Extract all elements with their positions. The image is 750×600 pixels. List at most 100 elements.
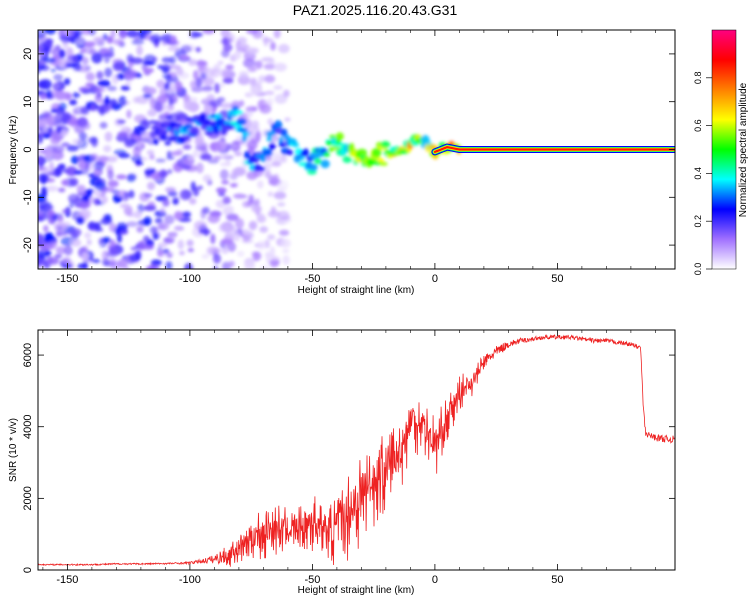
spectrogram-noise-blob <box>137 203 145 214</box>
spectrogram-noise-blob <box>104 131 113 142</box>
spectrogram-noise-blob <box>244 260 256 269</box>
spectrogram-noise-blob <box>117 153 131 159</box>
spectrogram-noise-blob <box>118 95 127 107</box>
spectrogram-noise-blob <box>81 64 91 73</box>
spectrogram-noise-blob <box>137 240 146 251</box>
spectrogram-noise-blob <box>111 74 119 85</box>
spectrogram-noise-blob <box>200 208 207 220</box>
spectrogram-noise-blob <box>101 236 112 244</box>
spectrogram-noise-blob <box>126 221 139 228</box>
spectrogram-noise-blob <box>259 264 270 269</box>
spectrogram-noise-blob <box>94 169 101 176</box>
spectrogram-noise-blob <box>61 142 70 147</box>
spectrogram-noise-blob <box>73 30 84 38</box>
spectrogram-noise-blob <box>241 228 250 236</box>
spectrogram-noise-blob <box>249 80 258 87</box>
spectrogram-noise-blob <box>97 97 104 103</box>
spectrogram-noise-blob <box>85 72 96 82</box>
spectrogram-noise-blob <box>157 94 168 104</box>
spectrogram-noise-blob <box>222 77 234 84</box>
spectrogram-noise-blob <box>69 177 79 187</box>
spectrogram-noise-blob <box>43 225 49 232</box>
spectrogram-noise-blob <box>174 110 184 118</box>
spectrogram-signal-blob <box>184 135 190 142</box>
spectrogram-noise-blob <box>238 70 249 79</box>
spectrogram-noise-blob <box>120 85 131 91</box>
spectrogram-noise-blob <box>179 189 192 201</box>
spectrogram-noise-blob <box>60 129 69 137</box>
spectrogram-noise-blob <box>146 181 156 191</box>
spectrogram-noise-blob <box>179 250 185 256</box>
spectrogram-noise-blob <box>149 119 157 125</box>
spectrogram-noise-blob <box>182 144 192 150</box>
spectrogram-noise-blob <box>108 258 116 267</box>
spectrogram-signal-blob <box>258 166 266 171</box>
spectrogram-noise-blob <box>110 30 116 39</box>
spectrogram-noise-blob <box>90 104 97 112</box>
spectrogram-noise-blob <box>98 227 104 232</box>
spectrogram-noise-blob <box>214 82 220 94</box>
spectrogram-noise-blob <box>193 220 207 231</box>
spectrogram-noise-blob <box>248 194 255 204</box>
spectrogram-noise-blob <box>182 211 192 218</box>
spectrogram-noise-blob <box>255 130 261 142</box>
snr-y-tick-label: 6000 <box>22 343 34 367</box>
spectrogram-noise-blob <box>97 79 111 88</box>
spectrogram-noise-blob <box>222 196 231 205</box>
spectrogram-signal-blob <box>309 163 318 171</box>
spectrogram-noise-blob <box>55 168 61 178</box>
spectrogram-noise-blob <box>269 259 280 266</box>
spectrogram-noise-blob <box>50 135 61 145</box>
spectrogram-signal-blob <box>307 169 317 175</box>
spectrogram-noise-blob <box>264 74 276 83</box>
spectrogram-noise-blob <box>233 193 246 199</box>
spectrogram-signal-blob <box>329 134 336 140</box>
colorbar-ticks: 0.0 0.2 0.4 0.6 0.8 <box>693 72 712 275</box>
spectrogram-noise-blob <box>143 54 157 65</box>
spectrogram-signal-blob <box>243 150 251 160</box>
spectrogram-noise-blob <box>157 222 170 231</box>
spectrogram-noise-blob <box>46 115 54 127</box>
spectrogram-noise-blob <box>160 206 166 214</box>
spectrogram-noise-blob <box>44 30 56 35</box>
spectrogram-noise-blob <box>278 43 290 54</box>
spectrogram-noise-blob <box>221 39 230 45</box>
spectrogram-noise-blob <box>115 222 129 231</box>
spectrogram-signal-blob <box>280 128 288 137</box>
spectrogram-noise-blob <box>58 102 67 111</box>
spectrogram-noise-blob <box>210 233 216 245</box>
spectrogram-x-tick-label: -150 <box>56 273 78 285</box>
spectrogram-noise-blob <box>282 255 290 266</box>
spectrogram-noise-blob <box>54 222 67 232</box>
spectrogram-noise-blob <box>38 90 45 95</box>
spectrogram-noise-blob <box>42 132 52 139</box>
spectrogram-y-ticks: -20 -10 0 10 20 <box>22 48 675 253</box>
spectrogram-signal-blob <box>162 120 171 127</box>
spectrogram-noise-blob <box>88 30 97 36</box>
spectrogram-signal-blob <box>342 156 352 163</box>
spectrogram-noise-blob <box>96 70 104 80</box>
spectrogram-signal-blob <box>241 131 250 137</box>
spectrogram-noise-blob <box>134 160 144 166</box>
spectrogram-noise-blob <box>236 36 247 45</box>
spectrogram-signal-blob <box>268 142 276 151</box>
spectrogram-noise-blob <box>277 202 286 207</box>
spectrogram-noise-blob <box>202 174 212 183</box>
spectrogram-signal-blob <box>265 130 276 136</box>
spectrogram-noise-blob <box>274 93 288 104</box>
spectrogram-noise-blob <box>38 159 44 166</box>
spectrogram-noise-blob <box>67 193 80 204</box>
spectrogram-noise-blob <box>187 155 195 162</box>
colorbar-gradient <box>711 29 737 270</box>
spectrogram-noise-blob <box>255 81 262 90</box>
spectrogram-noise-blob <box>45 148 52 158</box>
spectrogram-noise-blob <box>203 228 209 236</box>
spectrogram-y-tick-label: 10 <box>22 96 34 108</box>
spectrogram-noise-blob <box>81 89 91 94</box>
spectrogram-signal-blob <box>164 140 172 146</box>
spectrogram-noise-blob <box>234 143 241 151</box>
snr-y-axis-label: SNR (10 * v/v) <box>8 418 19 482</box>
spectrogram-noise-blob <box>233 50 242 60</box>
spectrogram-noise-blob <box>72 106 86 115</box>
spectrogram-noise-blob <box>81 56 89 65</box>
